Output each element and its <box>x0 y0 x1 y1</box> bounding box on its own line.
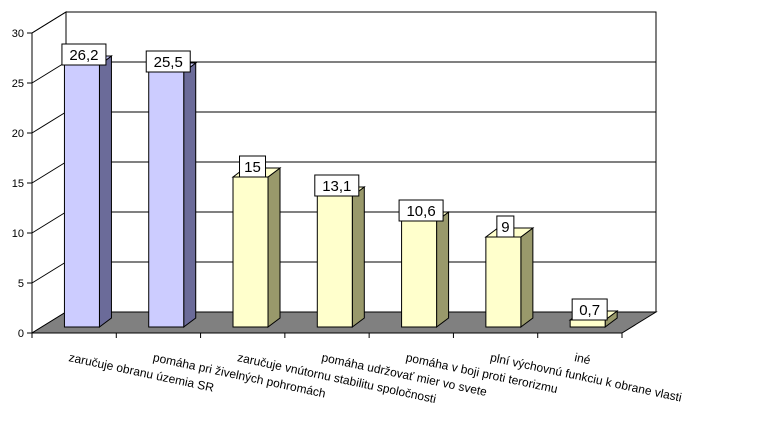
data-label: 9 <box>501 219 509 236</box>
data-labels: 26,2 25,5 15 13,1 10,6 9 0,7 <box>61 43 608 321</box>
gridline-side <box>31 211 67 234</box>
bar-side <box>183 62 197 328</box>
bar-side <box>520 227 534 328</box>
bar <box>569 319 606 328</box>
data-label-box <box>398 199 444 222</box>
bar-side <box>436 211 450 328</box>
data-label-box <box>571 298 608 321</box>
bar <box>148 71 185 328</box>
data-label: 26,2 <box>69 47 98 64</box>
y-tick-label: 0 <box>18 328 24 340</box>
y-tick-label: 30 <box>12 28 24 40</box>
bar-side <box>267 167 281 328</box>
data-label-box <box>145 50 191 73</box>
data-label-box <box>314 174 360 197</box>
y-tick-label: 5 <box>18 278 24 290</box>
data-label-box <box>239 155 267 178</box>
gridline-side <box>31 111 67 134</box>
bar <box>485 236 522 328</box>
data-label-box <box>496 215 515 238</box>
data-label: 10,6 <box>406 203 435 220</box>
y-tick-label: 15 <box>12 178 24 190</box>
y-tick-label: 10 <box>12 228 24 240</box>
gridline-side <box>31 161 67 184</box>
x-axis <box>31 332 623 338</box>
gridline-side <box>31 61 67 84</box>
bar-side <box>98 55 112 328</box>
data-label: 25,5 <box>154 54 183 71</box>
data-label-box <box>61 43 107 66</box>
y-tick-label: 20 <box>12 128 24 140</box>
y-axis: 0 5 10 15 20 25 30 <box>12 28 33 340</box>
data-label: 13,1 <box>322 178 351 195</box>
bar-side <box>351 186 365 328</box>
bar <box>63 64 100 328</box>
category-label: iné <box>573 350 592 367</box>
bars <box>62 55 619 328</box>
bar <box>232 176 269 328</box>
bar <box>316 195 353 328</box>
bar <box>401 220 438 328</box>
data-label: 0,7 <box>579 302 600 319</box>
data-label: 15 <box>244 159 261 176</box>
gridline-side <box>31 261 67 284</box>
gridline-side <box>31 11 67 34</box>
y-tick-label: 25 <box>12 78 24 90</box>
